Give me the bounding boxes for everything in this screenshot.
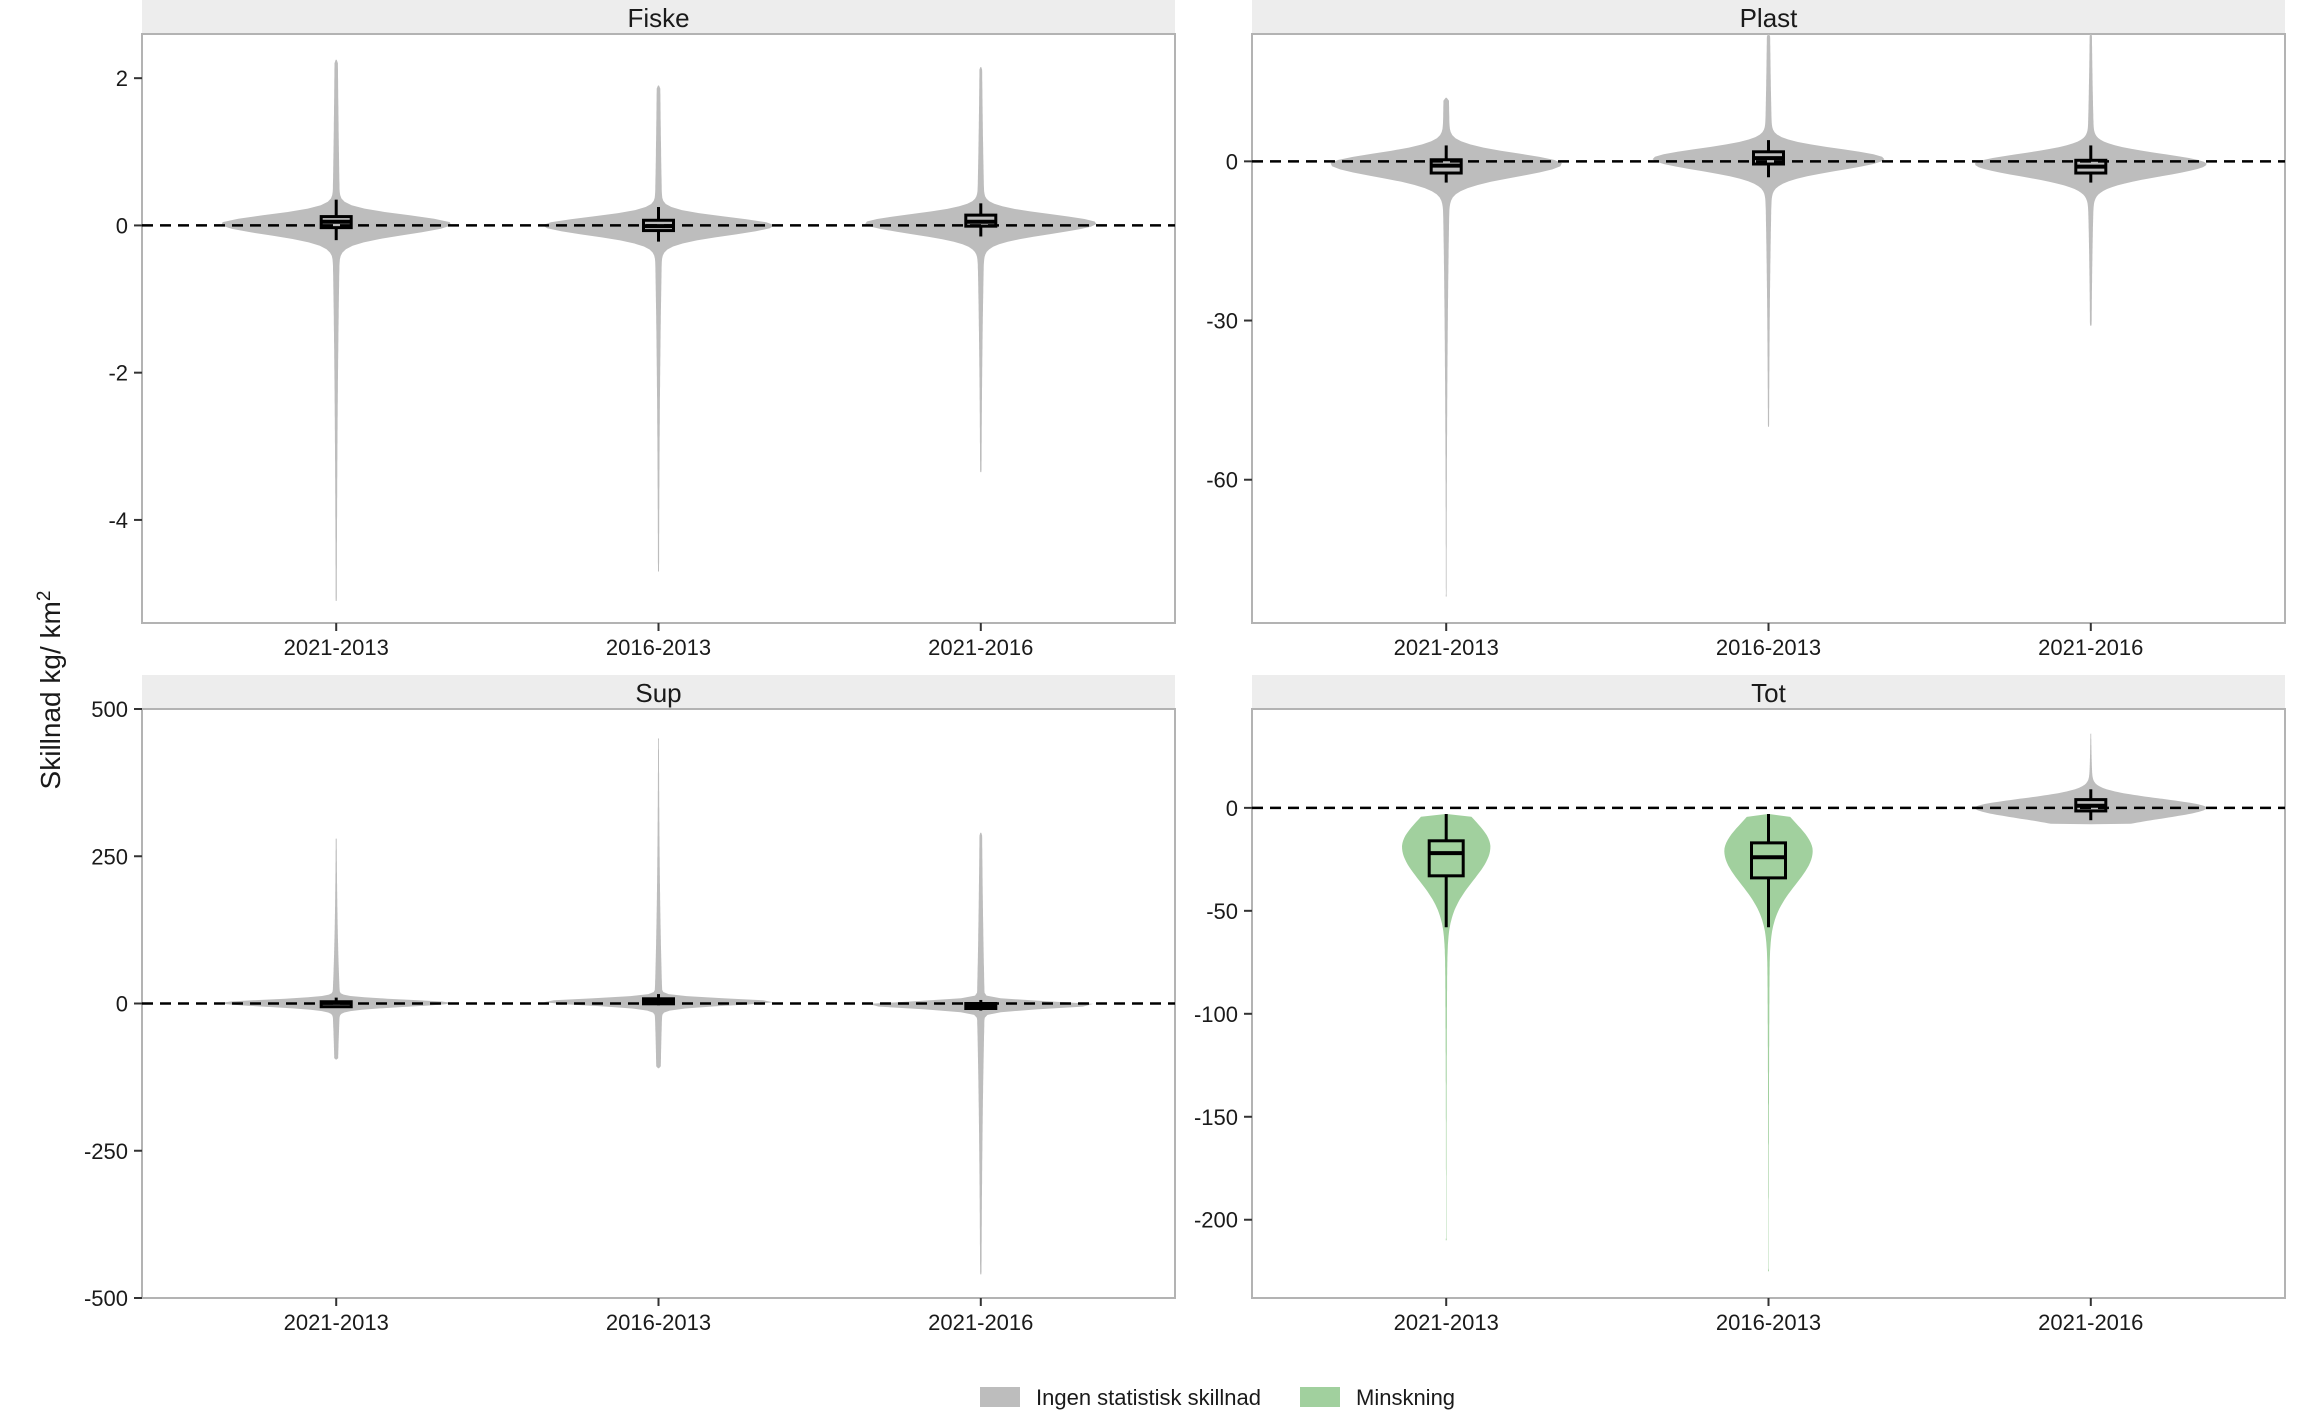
legend-key (1300, 1387, 1340, 1407)
y-axis-title-superscript: 2 (34, 591, 55, 602)
legend: Ingen statistisk skillnad Minskning (980, 1385, 1455, 1410)
facet-strip (142, 675, 1175, 709)
x-tick-label: 2016-2013 (606, 635, 711, 660)
y-tick-label: 500 (91, 697, 128, 722)
panel-sup: Sup 500 250 0 -250 -500 2021-2013 2016-2013 2021… (84, 675, 1176, 1335)
y-tick-label: -50 (1206, 899, 1238, 924)
violin-2021-2016 (1974, 733, 2207, 825)
violin-2021-2013 (1402, 814, 1491, 1241)
violin-body (868, 832, 1094, 1275)
x-tick-label: 2021-2013 (1394, 1310, 1499, 1335)
violin-body (1724, 814, 1813, 1272)
y-axis-title: Skillnad kg/ km2 (34, 591, 67, 790)
violin-body (1974, 733, 2207, 825)
x-tick-label: 2021-2016 (2038, 1310, 2143, 1335)
facet-strip (1252, 0, 2285, 34)
violin-2021-2013 (221, 59, 451, 601)
y-tick-label: 0 (1226, 149, 1238, 174)
y-tick-label: -4 (108, 508, 128, 533)
box-iqr (1750, 841, 1787, 880)
legend-key (980, 1387, 1020, 1407)
y-tick-label: -2 (108, 361, 128, 386)
violin-2016-2013 (543, 738, 774, 1069)
y-tick-label: -60 (1206, 468, 1238, 493)
x-tick-label: 2021-2016 (928, 1310, 1033, 1335)
x-tick-label: 2016-2013 (1716, 635, 1821, 660)
y-tick-label: -500 (84, 1286, 128, 1311)
panel-fiske: Fiske 2 0 -2 -4 2021-2013 2016-2013 2021-2016 (108, 0, 1176, 660)
y-tick-label: -100 (1194, 1002, 1238, 1027)
violin-2021-2013 (1330, 97, 1562, 597)
panel-tot: Tot 0 -50 -100 -150 -200 2021-2013 2016-2013 202… (1194, 675, 2286, 1335)
facet-strip (142, 0, 1175, 34)
legend-label: Ingen statistisk skillnad (1036, 1385, 1261, 1410)
violin-body (1402, 814, 1491, 1241)
violin-2016-2013 (1724, 814, 1813, 1272)
x-tick-label: 2021-2013 (284, 635, 389, 660)
y-tick-label: 0 (116, 213, 128, 238)
x-tick-label: 2021-2013 (1394, 635, 1499, 660)
violin-2021-2016 (865, 67, 1097, 473)
facet-title: Sup (635, 678, 681, 708)
y-tick-label: -250 (84, 1139, 128, 1164)
x-tick-label: 2021-2016 (2038, 635, 2143, 660)
y-tick-label: -200 (1194, 1208, 1238, 1233)
facet-title: Tot (1751, 678, 1786, 708)
y-axis-title-main: Skillnad kg/ km (35, 601, 66, 789)
x-tick-label: 2016-2013 (1716, 1310, 1821, 1335)
y-tick-label: 0 (1226, 796, 1238, 821)
violin-body (865, 67, 1097, 473)
violin-body (542, 85, 775, 572)
panel-plast: Plast 0 -30 -60 2021-2013 2016-2013 2021-2016 (1206, 0, 2286, 660)
facet-title: Fiske (627, 3, 689, 33)
y-tick-label: -30 (1206, 309, 1238, 334)
x-tick-label: 2021-2016 (928, 635, 1033, 660)
x-tick-label: 2016-2013 (606, 1310, 711, 1335)
y-tick-label: 2 (116, 66, 128, 91)
y-tick-label: 0 (116, 992, 128, 1017)
violin-body (1652, 34, 1885, 427)
legend-label: Minskning (1356, 1385, 1455, 1410)
facet-title: Plast (1740, 3, 1799, 33)
y-axis-title-text: Skillnad kg/ km2 (34, 591, 67, 790)
box-iqr (1427, 839, 1465, 878)
y-tick-label: 250 (91, 844, 128, 869)
facet-strip (1252, 675, 2285, 709)
x-tick-label: 2021-2013 (284, 1310, 389, 1335)
violin-body (543, 738, 774, 1069)
y-tick-label: -150 (1194, 1105, 1238, 1130)
violin-body (1330, 97, 1562, 597)
violin-body (221, 59, 451, 601)
